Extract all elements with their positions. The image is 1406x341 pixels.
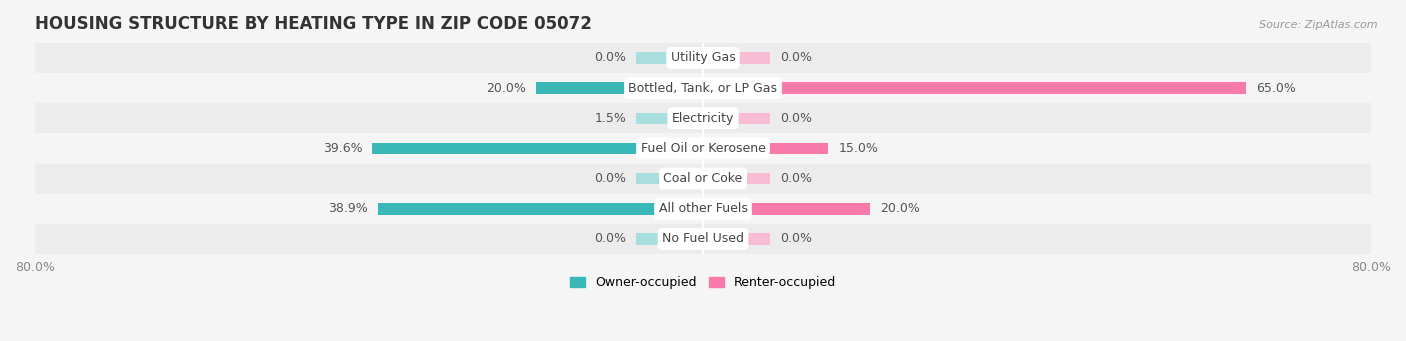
- Bar: [35, 194, 1371, 224]
- Bar: [703, 83, 770, 94]
- Bar: [636, 113, 703, 124]
- Bar: [636, 233, 703, 245]
- Bar: [636, 173, 703, 184]
- Bar: [35, 164, 1371, 194]
- Text: 1.5%: 1.5%: [595, 112, 626, 125]
- Bar: [703, 113, 770, 124]
- Bar: [703, 203, 870, 214]
- Bar: [35, 73, 1371, 103]
- Text: Electricity: Electricity: [672, 112, 734, 125]
- Text: HOUSING STRUCTURE BY HEATING TYPE IN ZIP CODE 05072: HOUSING STRUCTURE BY HEATING TYPE IN ZIP…: [35, 15, 592, 33]
- Bar: [703, 173, 770, 184]
- Bar: [703, 233, 770, 245]
- Text: 0.0%: 0.0%: [595, 233, 626, 246]
- Bar: [636, 203, 703, 214]
- Text: Bottled, Tank, or LP Gas: Bottled, Tank, or LP Gas: [628, 81, 778, 95]
- Text: Source: ZipAtlas.com: Source: ZipAtlas.com: [1260, 20, 1378, 30]
- Text: 0.0%: 0.0%: [780, 51, 811, 64]
- Text: 0.0%: 0.0%: [595, 172, 626, 185]
- Bar: [703, 203, 770, 214]
- Text: 20.0%: 20.0%: [880, 202, 920, 215]
- Bar: [636, 143, 703, 154]
- Text: 0.0%: 0.0%: [780, 233, 811, 246]
- Bar: [35, 224, 1371, 254]
- Text: Fuel Oil or Kerosene: Fuel Oil or Kerosene: [641, 142, 765, 155]
- Text: 0.0%: 0.0%: [780, 172, 811, 185]
- Bar: [35, 133, 1371, 164]
- Text: All other Fuels: All other Fuels: [658, 202, 748, 215]
- Text: Utility Gas: Utility Gas: [671, 51, 735, 64]
- Bar: [378, 203, 703, 214]
- Text: Coal or Coke: Coal or Coke: [664, 172, 742, 185]
- Bar: [703, 143, 770, 154]
- Text: 15.0%: 15.0%: [838, 142, 879, 155]
- Text: 0.0%: 0.0%: [780, 112, 811, 125]
- Bar: [690, 113, 703, 124]
- Bar: [703, 83, 1246, 94]
- Legend: Owner-occupied, Renter-occupied: Owner-occupied, Renter-occupied: [565, 271, 841, 294]
- Bar: [703, 52, 770, 64]
- Text: 20.0%: 20.0%: [486, 81, 526, 95]
- Bar: [703, 143, 828, 154]
- Bar: [536, 83, 703, 94]
- Bar: [35, 43, 1371, 73]
- Bar: [636, 83, 703, 94]
- Text: 39.6%: 39.6%: [323, 142, 363, 155]
- Text: 38.9%: 38.9%: [329, 202, 368, 215]
- Bar: [35, 103, 1371, 133]
- Bar: [636, 52, 703, 64]
- Text: 0.0%: 0.0%: [595, 51, 626, 64]
- Text: No Fuel Used: No Fuel Used: [662, 233, 744, 246]
- Text: 65.0%: 65.0%: [1256, 81, 1296, 95]
- Bar: [373, 143, 703, 154]
